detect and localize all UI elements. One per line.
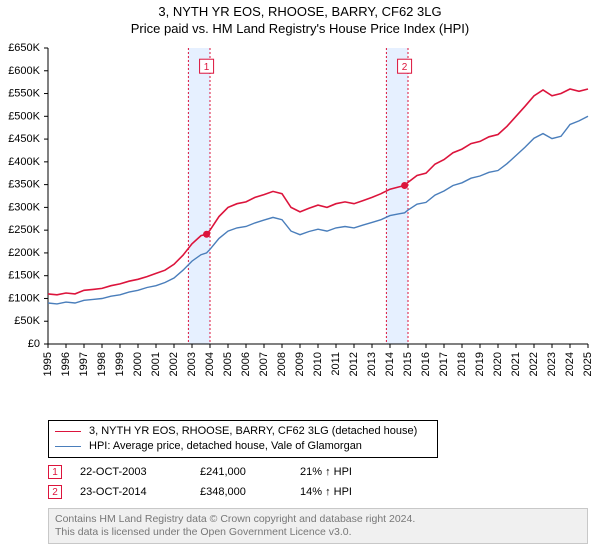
svg-text:2009: 2009 bbox=[294, 352, 306, 376]
sale-row: 1 22-OCT-2003£241,00021% ↑ HPI bbox=[48, 462, 400, 482]
attribution-box: Contains HM Land Registry data © Crown c… bbox=[48, 508, 588, 544]
svg-text:2014: 2014 bbox=[384, 352, 396, 376]
chart-plot-area: £0£50K£100K£150K£200K£250K£300K£350K£400… bbox=[48, 48, 588, 378]
sale-price: £241,000 bbox=[200, 466, 300, 478]
sale-date: 23-OCT-2014 bbox=[80, 486, 200, 498]
svg-text:£200K: £200K bbox=[8, 247, 40, 259]
attribution-line1: Contains HM Land Registry data © Crown c… bbox=[55, 513, 581, 526]
chart-title: 3, NYTH YR EOS, RHOOSE, BARRY, CF62 3LG bbox=[0, 4, 600, 19]
svg-text:£600K: £600K bbox=[8, 65, 40, 77]
svg-text:1998: 1998 bbox=[96, 352, 108, 376]
sale-price: £348,000 bbox=[200, 486, 300, 498]
attribution-line2: This data is licensed under the Open Gov… bbox=[55, 526, 581, 539]
legend-line-swatch bbox=[55, 431, 81, 432]
svg-text:£650K: £650K bbox=[8, 42, 40, 54]
svg-text:£400K: £400K bbox=[8, 156, 40, 168]
svg-text:2005: 2005 bbox=[222, 352, 234, 376]
sale-marker-icon: 2 bbox=[48, 485, 62, 499]
svg-text:2022: 2022 bbox=[528, 352, 540, 376]
svg-text:£500K: £500K bbox=[8, 110, 40, 122]
svg-text:£250K: £250K bbox=[8, 224, 40, 236]
svg-text:2002: 2002 bbox=[168, 352, 180, 376]
svg-text:2010: 2010 bbox=[312, 352, 324, 376]
svg-text:2012: 2012 bbox=[348, 352, 360, 376]
svg-text:2020: 2020 bbox=[492, 352, 504, 376]
legend-label: 3, NYTH YR EOS, RHOOSE, BARRY, CF62 3LG … bbox=[89, 424, 417, 439]
svg-text:£100K: £100K bbox=[8, 292, 40, 304]
sale-row: 2 23-OCT-2014£348,00014% ↑ HPI bbox=[48, 482, 400, 502]
svg-text:2007: 2007 bbox=[258, 352, 270, 376]
svg-text:2015: 2015 bbox=[402, 352, 414, 376]
sales-table: 1 22-OCT-2003£241,00021% ↑ HPI 2 23-OCT-201… bbox=[48, 462, 400, 502]
svg-text:£450K: £450K bbox=[8, 133, 40, 145]
svg-text:2000: 2000 bbox=[132, 352, 144, 376]
svg-text:1997: 1997 bbox=[78, 352, 90, 376]
svg-text:£0: £0 bbox=[28, 338, 40, 350]
legend-item: HPI: Average price, detached house, Vale… bbox=[55, 439, 431, 454]
sale-marker-icon: 1 bbox=[48, 465, 62, 479]
svg-text:2018: 2018 bbox=[456, 352, 468, 376]
svg-text:£350K: £350K bbox=[8, 179, 40, 191]
svg-text:£150K: £150K bbox=[8, 270, 40, 282]
legend-item: 3, NYTH YR EOS, RHOOSE, BARRY, CF62 3LG … bbox=[55, 424, 431, 439]
svg-text:2019: 2019 bbox=[474, 352, 486, 376]
svg-text:£300K: £300K bbox=[8, 201, 40, 213]
svg-text:2021: 2021 bbox=[510, 352, 522, 376]
svg-text:2006: 2006 bbox=[240, 352, 252, 376]
svg-text:£550K: £550K bbox=[8, 88, 40, 100]
svg-text:1996: 1996 bbox=[60, 352, 72, 376]
svg-text:2023: 2023 bbox=[546, 352, 558, 376]
chart-subtitle: Price paid vs. HM Land Registry's House … bbox=[0, 19, 600, 36]
svg-text:2001: 2001 bbox=[150, 352, 162, 376]
legend-label: HPI: Average price, detached house, Vale… bbox=[89, 439, 362, 454]
svg-text:2003: 2003 bbox=[186, 352, 198, 376]
svg-text:1999: 1999 bbox=[114, 352, 126, 376]
legend: 3, NYTH YR EOS, RHOOSE, BARRY, CF62 3LG … bbox=[48, 420, 438, 458]
svg-text:2008: 2008 bbox=[276, 352, 288, 376]
svg-text:2011: 2011 bbox=[330, 352, 342, 376]
line-chart-svg: £0£50K£100K£150K£200K£250K£300K£350K£400… bbox=[48, 48, 588, 378]
sale-delta: 14% ↑ HPI bbox=[300, 486, 400, 498]
sale-date: 22-OCT-2003 bbox=[80, 466, 200, 478]
svg-text:2013: 2013 bbox=[366, 352, 378, 376]
svg-text:2017: 2017 bbox=[438, 352, 450, 376]
svg-text:2016: 2016 bbox=[420, 352, 432, 376]
svg-text:1995: 1995 bbox=[42, 352, 54, 376]
svg-text:2: 2 bbox=[402, 62, 408, 73]
svg-text:2004: 2004 bbox=[204, 352, 216, 376]
svg-text:£50K: £50K bbox=[14, 315, 40, 327]
title-block: 3, NYTH YR EOS, RHOOSE, BARRY, CF62 3LG … bbox=[0, 0, 600, 36]
svg-text:1: 1 bbox=[204, 62, 210, 73]
sale-delta: 21% ↑ HPI bbox=[300, 466, 400, 478]
svg-text:2024: 2024 bbox=[564, 352, 576, 376]
legend-line-swatch bbox=[55, 446, 81, 447]
svg-text:2025: 2025 bbox=[582, 352, 594, 376]
chart-container: 3, NYTH YR EOS, RHOOSE, BARRY, CF62 3LG … bbox=[0, 0, 600, 560]
